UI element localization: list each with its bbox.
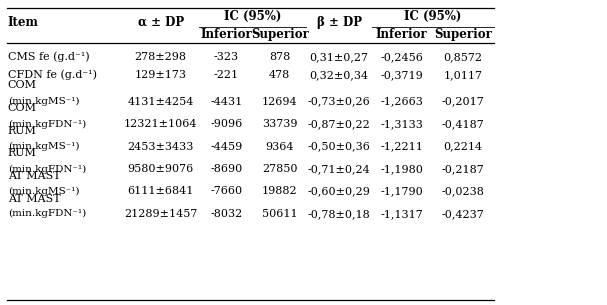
Text: -221: -221 (214, 70, 239, 80)
Text: -0,60±0,29: -0,60±0,29 (308, 186, 371, 196)
Text: 2453±3433: 2453±3433 (127, 142, 194, 152)
Text: RUM: RUM (8, 149, 37, 158)
Text: 19882: 19882 (262, 186, 297, 196)
Text: 478: 478 (269, 70, 290, 80)
Text: Inferior: Inferior (376, 28, 427, 41)
Text: -0,4187: -0,4187 (441, 119, 484, 129)
Text: β ± DP: β ± DP (317, 16, 362, 29)
Text: -0,2456: -0,2456 (380, 52, 423, 62)
Text: (min.kgMS⁻¹): (min.kgMS⁻¹) (8, 142, 80, 151)
Text: 9580±9076: 9580±9076 (127, 164, 194, 174)
Text: 278±298: 278±298 (135, 52, 187, 62)
Text: 0,8572: 0,8572 (444, 52, 483, 62)
Text: -1,3133: -1,3133 (380, 119, 423, 129)
Text: 33739: 33739 (262, 119, 297, 129)
Text: 129±173: 129±173 (135, 70, 187, 80)
Text: -0,50±0,36: -0,50±0,36 (308, 142, 371, 152)
Text: IC (95%): IC (95%) (404, 10, 461, 23)
Text: COM: COM (8, 80, 37, 90)
Text: -1,2211: -1,2211 (380, 142, 423, 152)
Text: 12321±1064: 12321±1064 (124, 119, 197, 129)
Text: -323: -323 (214, 52, 239, 62)
Text: AT MAST: AT MAST (8, 194, 61, 204)
Text: 4131±4254: 4131±4254 (127, 97, 194, 107)
Text: CFDN fe (g.d⁻¹): CFDN fe (g.d⁻¹) (8, 70, 97, 80)
Text: (min.kgFDN⁻¹): (min.kgFDN⁻¹) (8, 164, 86, 174)
Text: -8032: -8032 (210, 209, 242, 219)
Text: 21289±1457: 21289±1457 (124, 209, 197, 219)
Text: 0,2214: 0,2214 (443, 142, 483, 152)
Text: -1,1980: -1,1980 (380, 164, 423, 174)
Text: 12694: 12694 (262, 97, 297, 107)
Text: 0,31±0,27: 0,31±0,27 (310, 52, 368, 62)
Text: IC (95%): IC (95%) (224, 10, 282, 23)
Text: -1,1317: -1,1317 (380, 209, 423, 219)
Text: -7660: -7660 (210, 186, 242, 196)
Text: -9096: -9096 (210, 119, 242, 129)
Text: (min.kgMS⁻¹): (min.kgMS⁻¹) (8, 187, 80, 196)
Text: 878: 878 (269, 52, 290, 62)
Text: Superior: Superior (434, 28, 492, 41)
Text: -1,2663: -1,2663 (380, 97, 423, 107)
Text: -0,0238: -0,0238 (441, 186, 484, 196)
Text: -4459: -4459 (210, 142, 242, 152)
Text: -1,1790: -1,1790 (380, 186, 423, 196)
Text: 27850: 27850 (262, 164, 297, 174)
Text: 0,32±0,34: 0,32±0,34 (310, 70, 369, 80)
Text: (min.kgMS⁻¹): (min.kgMS⁻¹) (8, 97, 80, 106)
Text: CMS fe (g.d⁻¹): CMS fe (g.d⁻¹) (8, 52, 89, 62)
Text: COM: COM (8, 103, 37, 113)
Text: α ± DP: α ± DP (138, 16, 184, 29)
Text: (min.kgFDN⁻¹): (min.kgFDN⁻¹) (8, 120, 86, 129)
Text: Item: Item (8, 16, 39, 29)
Text: 6111±6841: 6111±6841 (127, 186, 194, 196)
Text: 50611: 50611 (262, 209, 297, 219)
Text: AT MAST: AT MAST (8, 171, 61, 181)
Text: (min.kgFDN⁻¹): (min.kgFDN⁻¹) (8, 209, 86, 218)
Text: 9364: 9364 (265, 142, 294, 152)
Text: -0,3719: -0,3719 (380, 70, 423, 80)
Text: -0,87±0,22: -0,87±0,22 (308, 119, 370, 129)
Text: Superior: Superior (251, 28, 308, 41)
Text: -0,78±0,18: -0,78±0,18 (308, 209, 370, 219)
Text: -4431: -4431 (210, 97, 242, 107)
Text: 1,0117: 1,0117 (444, 70, 483, 80)
Text: -0,2187: -0,2187 (441, 164, 484, 174)
Text: -0,73±0,26: -0,73±0,26 (308, 97, 370, 107)
Text: RUM: RUM (8, 126, 37, 136)
Text: -0,2017: -0,2017 (441, 97, 484, 107)
Text: -0,71±0,24: -0,71±0,24 (308, 164, 370, 174)
Text: -0,4237: -0,4237 (441, 209, 484, 219)
Text: -8690: -8690 (210, 164, 242, 174)
Text: Inferior: Inferior (200, 28, 252, 41)
